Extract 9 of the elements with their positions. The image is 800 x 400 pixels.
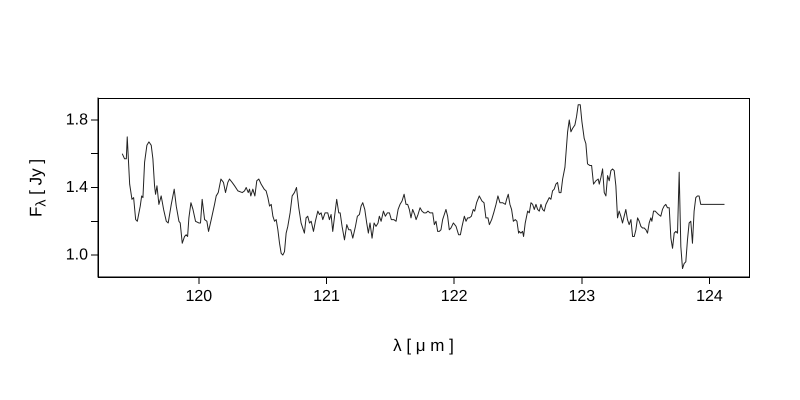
y-tick-label: 1.8 — [66, 111, 88, 128]
x-axis-title: λ [ μ m ] — [392, 336, 455, 356]
y-tick-label: 1.4 — [66, 178, 88, 196]
x-tick-label: 120 — [185, 288, 212, 306]
x-tick-label: 121 — [313, 288, 340, 306]
x-tick-label: 124 — [696, 288, 723, 306]
y-tick-label: 1.0 — [66, 246, 88, 264]
x-tick-label: 123 — [568, 288, 596, 306]
x-tick-label: 122 — [440, 288, 468, 306]
